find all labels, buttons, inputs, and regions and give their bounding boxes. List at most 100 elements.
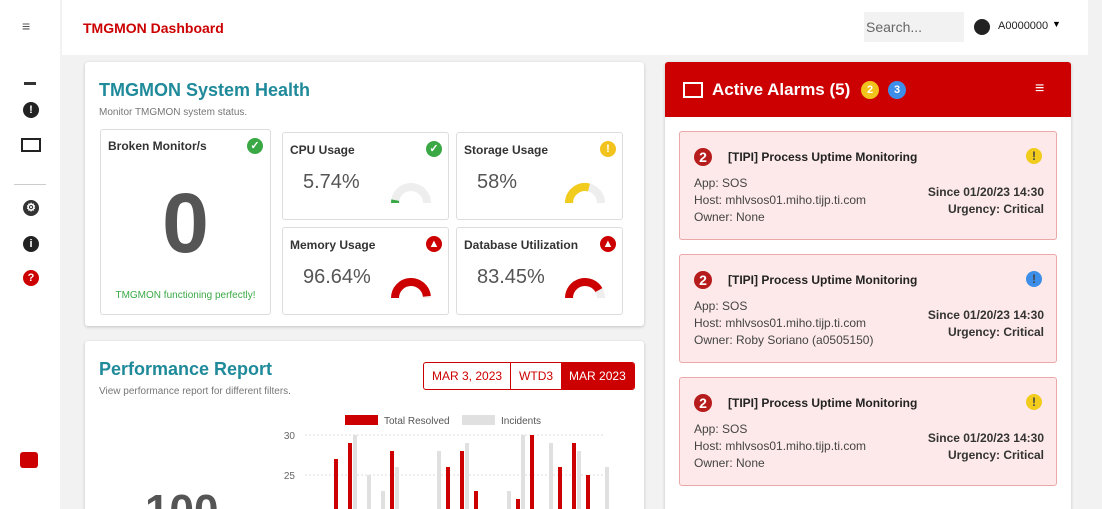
menu-toggle[interactable]: ≡ [22,18,31,34]
y-tick-label: 25 [284,471,296,482]
bar [530,435,534,509]
broken-status: TMGMON functioning perfectly! [115,290,256,301]
gauge-value [565,183,590,204]
bar [521,435,525,509]
metric-label: CPU Usage [290,143,355,157]
bar [446,467,450,509]
alarm-count: 2 [694,394,712,412]
header-title: TMGMON Dashboard [83,20,224,36]
alarm-owner: Owner: None [694,456,765,470]
status-icon: ▲ [426,236,442,252]
settings-icon[interactable]: ⚙ [23,200,39,216]
alarm-count: 2 [694,148,712,166]
user-icon [974,19,990,35]
metric-box: Database Utilization ▲ 83.45% [456,227,623,315]
metric-label: Database Utilization [464,238,579,252]
metric-label: Storage Usage [464,143,549,157]
alarms-header: Active Alarms (5) 2 3 ≡ [665,62,1071,117]
gauge [391,183,431,204]
alarm-title: [TIPI] Process Uptime Monitoring [728,273,918,287]
health-subtitle: Monitor TMGMON system status. [99,107,248,118]
info-icon[interactable]: i [23,236,39,252]
dropdown-arrow[interactable]: ▼ [1052,19,1061,29]
sidebar: ≡ ! ⚙ i ? [0,0,60,509]
alarm-urgency: Urgency: Critical [947,448,1044,462]
alarm-app: App: SOS [694,422,748,436]
gauge [565,278,605,299]
bar [549,443,553,509]
alarm-card: 2 [TIPI] Process Uptime Monitoring! App: S… [679,254,1057,363]
alarm-app: App: SOS [694,299,748,313]
metric-value: 5.74% [303,171,360,193]
health-card: TMGMON System Health Monitor TMGMON syst… [85,62,644,326]
alarm-host: Host: mhlvsos01.miho.tijp.ti.com [694,439,867,453]
gauge-value [565,278,603,299]
broken-label: Broken Monitor/s [108,139,207,153]
gauge [565,183,605,204]
bar [395,467,399,509]
broken-box: Broken Monitor/s ✓ 0 TMGMON functioning … [100,129,271,315]
status-icon: ▲ [600,236,616,252]
bar [465,443,469,509]
alarm-urgency: Urgency: Critical [947,325,1044,339]
legend-swatch [462,415,495,425]
alarm-urgency: Urgency: Critical [947,202,1044,216]
metric-box: Memory Usage ▲ 96.64% [282,227,449,315]
status-icon: ! [600,141,616,157]
filter-button[interactable]: WTD3 [519,369,554,383]
bar [516,499,520,509]
alarm-owner: Owner: None [694,210,765,224]
bar [381,491,385,509]
gauge-value [391,278,431,299]
alarm-card: 2 [TIPI] Process Uptime Monitoring! App: S… [679,377,1057,486]
badge: 2 [861,81,879,99]
legend-label: Incidents [501,416,541,427]
chart-icon[interactable] [24,70,36,85]
header: TMGMON Dashboard Search... A0000000 ▼ [62,0,1088,55]
legend-swatch [345,415,378,425]
gauge-track [391,183,431,204]
legend-label: Total Resolved [384,416,450,427]
alarm-since: Since 01/20/23 14:30 [927,431,1044,445]
performance-title: Performance Report [99,359,273,379]
alert-icon[interactable]: ! [23,102,39,118]
bar [367,475,371,509]
alarm-title: [TIPI] Process Uptime Monitoring [728,150,918,164]
bar [390,451,394,509]
filter-button[interactable]: MAR 3, 2023 [424,363,512,389]
alarm-icon: ! [1026,394,1042,410]
badge: 3 [888,81,906,99]
alarm-since: Since 01/20/23 14:30 [927,308,1044,322]
logo [20,452,38,468]
alarm-icon: ! [1026,271,1042,287]
broken-value: 0 [162,176,209,270]
health-title: TMGMON System Health [99,80,311,100]
total-value: 100 [145,486,218,509]
bar [460,451,464,509]
gauge [391,278,431,299]
monitor-icon[interactable] [21,138,41,152]
bar [437,451,441,509]
filter-group: MAR 3, 2023 WTD3 MAR 2023 [423,362,635,390]
alarm-since: Since 01/20/23 14:30 [927,185,1044,199]
search-input[interactable]: Search... [864,12,964,42]
performance-subtitle: View performance report for different fi… [99,386,291,397]
bar [353,435,357,509]
performance-card: Performance Report View performance repo… [85,341,644,509]
ok-icon: ✓ [247,138,263,154]
metric-box: CPU Usage ✓ 5.74% [282,132,449,220]
metric-value: 83.45% [477,266,545,288]
filter-button[interactable]: MAR 2023 [561,363,634,389]
bar [605,467,609,509]
filter-icon[interactable]: ≡ [1035,80,1045,97]
metric-label: Memory Usage [290,238,376,252]
alarm-icon: ! [1026,148,1042,164]
help-icon[interactable]: ? [23,270,39,286]
metric-value: 58% [477,171,518,193]
bar [507,491,511,509]
user-menu[interactable]: A0000000 [998,20,1049,32]
y-tick-label: 30 [284,431,296,442]
alarm-card: 2 [TIPI] Process Uptime Monitoring! App: S… [679,131,1057,240]
